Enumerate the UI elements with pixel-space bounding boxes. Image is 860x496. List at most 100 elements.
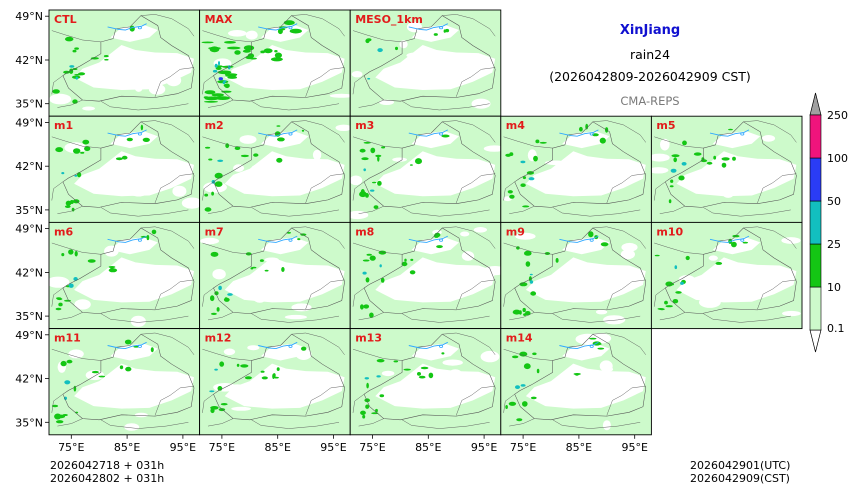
boundary-line xyxy=(100,313,189,323)
precip-moderate xyxy=(276,125,281,127)
precip-heavy xyxy=(680,281,684,285)
boundary-line xyxy=(606,385,646,416)
panel-content xyxy=(199,10,351,117)
precip-moderate xyxy=(224,41,236,44)
dry-patch xyxy=(575,333,600,345)
dry-basin xyxy=(74,45,194,90)
precip-moderate xyxy=(539,141,547,144)
map-panel-m8: m8 xyxy=(349,221,502,330)
colorbar-under-arrow xyxy=(809,329,822,353)
precip-moderate xyxy=(215,96,230,100)
map-panel-MAX: MAX xyxy=(199,9,351,117)
boundary-line xyxy=(401,419,490,429)
boundary-line xyxy=(401,313,490,323)
precip-moderate xyxy=(270,57,283,62)
boundary-line xyxy=(743,226,797,249)
precip-moderate xyxy=(236,363,240,367)
precip-moderate xyxy=(74,47,79,50)
axes-ticks: 49°N 42°N 35°N 49°N 42°N 35°N 49°N 42°N 35°N 49°N… xyxy=(15,10,648,454)
precip-moderate xyxy=(72,49,77,53)
precip-moderate xyxy=(505,405,508,409)
precip-heavy xyxy=(217,159,224,162)
precip-heavy xyxy=(74,174,78,177)
panel-content xyxy=(49,10,200,117)
precip-moderate xyxy=(63,70,70,74)
dry-patch xyxy=(239,135,257,144)
y-tick-label: 49°N xyxy=(15,116,43,129)
precip-moderate xyxy=(210,295,215,302)
precip-moderate xyxy=(104,58,109,61)
precip-moderate xyxy=(274,52,282,59)
precip-moderate xyxy=(66,359,73,364)
boundary-line xyxy=(503,348,553,361)
x-tick-label: 75°E xyxy=(359,441,385,454)
region-border xyxy=(213,227,345,314)
dry-patch xyxy=(85,370,105,381)
precip-heavy xyxy=(214,368,218,371)
precip-moderate xyxy=(418,375,426,379)
precip-moderate xyxy=(715,261,723,265)
lake-outline xyxy=(589,238,594,242)
y-tick-label: 35°N xyxy=(15,310,43,323)
dry-basin-north xyxy=(562,343,610,361)
dry-patch xyxy=(212,269,226,280)
precip-moderate xyxy=(519,351,528,357)
precip-moderate xyxy=(522,205,530,208)
river-line xyxy=(107,129,147,137)
precip-moderate xyxy=(599,137,606,144)
dry-patch xyxy=(284,314,307,320)
precip-heavy xyxy=(218,61,220,66)
precip-moderate xyxy=(530,396,537,400)
dry-patch xyxy=(599,360,613,372)
precip-moderate xyxy=(80,72,85,76)
lake-outline xyxy=(137,26,142,30)
dry-patch xyxy=(460,231,470,237)
boundary-line xyxy=(154,385,195,416)
precip-moderate xyxy=(505,153,512,157)
boundary-line xyxy=(442,226,496,249)
map-panel-CTL: CTL xyxy=(48,9,201,117)
precip-moderate xyxy=(240,154,249,158)
y-tick-label: 42°N xyxy=(15,54,43,67)
precip-moderate xyxy=(732,234,740,238)
precip-moderate xyxy=(404,258,407,262)
panel-content xyxy=(500,116,652,223)
y-tick-label: 42°N xyxy=(15,160,43,173)
boundary-line xyxy=(654,242,704,255)
precip-moderate xyxy=(519,310,522,315)
boundary-line xyxy=(358,312,384,321)
panel-label: m4 xyxy=(506,119,525,132)
precip-moderate xyxy=(215,66,222,70)
panel-grid: CTL MAX MESO_1km m1 m2 m3 m4 m5 m6 m7 m8 m9 m10 m11 m1… xyxy=(48,9,803,436)
valid-time-utc: 2026042901(UTC) xyxy=(690,459,791,472)
dry-patch xyxy=(392,157,407,162)
precip-moderate xyxy=(214,181,223,187)
x-tick-label: 95°E xyxy=(170,441,196,454)
precip-moderate xyxy=(274,50,278,53)
boundary-line xyxy=(51,181,64,201)
dry-patch xyxy=(480,350,500,363)
lake-outline xyxy=(439,238,444,242)
boundary-line xyxy=(140,332,195,355)
precip-moderate xyxy=(536,368,540,374)
river-line xyxy=(559,341,599,350)
dry-patch xyxy=(461,251,475,261)
precip-heavy xyxy=(528,177,535,181)
dry-patch xyxy=(245,83,258,88)
precip-moderate xyxy=(210,312,217,315)
precip-moderate xyxy=(366,382,369,389)
precip-moderate xyxy=(244,376,252,380)
precip-moderate xyxy=(56,420,64,424)
dry-patch xyxy=(542,388,561,399)
precip-moderate xyxy=(415,158,422,165)
precip-heavy xyxy=(670,168,677,173)
precip-moderate xyxy=(420,366,429,370)
boundary-line xyxy=(442,120,496,143)
dry-patch xyxy=(620,249,635,260)
dry-patch xyxy=(699,296,721,308)
boundary-line xyxy=(455,385,496,416)
boundary-line xyxy=(592,332,646,355)
precip-moderate xyxy=(693,152,702,156)
boundary-line xyxy=(653,181,666,201)
lake-outline xyxy=(137,238,142,242)
